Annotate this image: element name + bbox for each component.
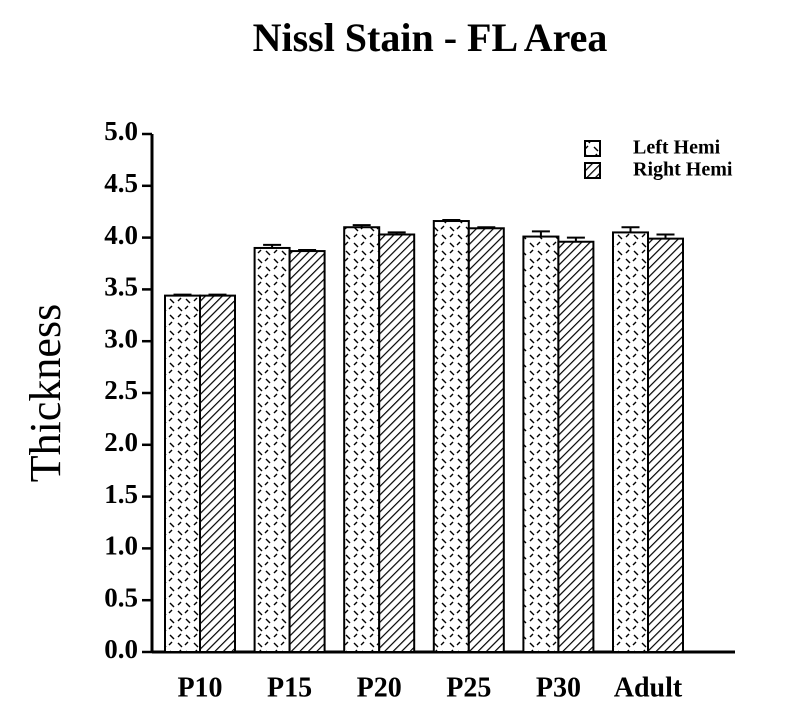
x-tick-label: P20 (357, 672, 402, 703)
legend-swatch (584, 162, 601, 179)
y-tick-label: 1.5 (104, 479, 138, 509)
x-tick-label: P30 (536, 672, 581, 703)
y-tick-label: 0.5 (104, 582, 138, 612)
x-tick-label: P10 (177, 672, 222, 703)
bar (522, 235, 560, 653)
bar (432, 220, 470, 654)
bar (343, 226, 381, 654)
x-tick-label: P15 (267, 672, 312, 703)
y-tick-label: 3.0 (104, 323, 138, 353)
x-tick-label: P25 (446, 672, 491, 703)
y-tick-label: 0.0 (104, 634, 138, 664)
bar (199, 294, 236, 653)
bar (253, 246, 291, 654)
bar (612, 231, 649, 653)
legend-label: Left Hemi (633, 137, 721, 159)
y-tick-label: 1.0 (104, 531, 138, 561)
bar (557, 240, 595, 654)
legend-swatch (584, 140, 601, 157)
y-tick-label: 3.5 (104, 272, 138, 302)
bar (467, 227, 505, 653)
y-tick-label: 4.0 (104, 220, 138, 250)
y-tick-label: 5.0 (104, 116, 138, 146)
x-tick-label: Adult (614, 672, 683, 703)
y-tick-label: 4.5 (104, 168, 138, 198)
bar (288, 250, 326, 653)
bar (164, 294, 201, 653)
bar (378, 233, 416, 653)
y-axis-label: Thickness (21, 304, 70, 482)
y-tick-label: 2.5 (104, 375, 138, 405)
y-tick-label: 2.0 (104, 427, 138, 457)
bar (647, 237, 684, 654)
legend-label: Right Hemi (633, 159, 733, 181)
chart-title: Nissl Stain - FL Area (253, 15, 608, 60)
